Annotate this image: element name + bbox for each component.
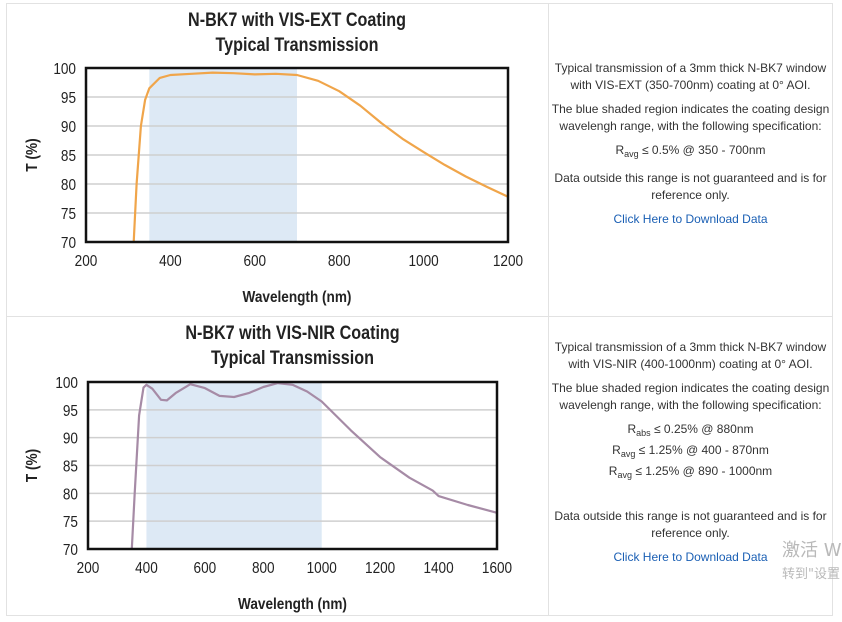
- description-text: Typical transmission of a 3mm thick N-BK…: [554, 340, 827, 371]
- y-tick-label: 70: [61, 235, 76, 252]
- x-tick-label: 1200: [365, 560, 395, 577]
- description-text: The blue shaded region indicates the coa…: [551, 102, 830, 133]
- x-tick-label: 600: [194, 560, 217, 577]
- y-tick-label: 95: [63, 403, 78, 420]
- spec-line: Rabs ≤ 0.25% @ 880nm: [627, 422, 754, 438]
- y-tick-label: 85: [61, 148, 76, 165]
- y-tick-label: 80: [63, 486, 78, 503]
- y-tick-label: 95: [61, 90, 76, 107]
- y-tick-label: 75: [63, 514, 78, 531]
- x-tick-label: 1000: [408, 253, 438, 270]
- x-tick-label: 1400: [423, 560, 453, 577]
- y-tick-label: 85: [63, 459, 78, 476]
- y-tick-label: 100: [55, 375, 78, 392]
- spec-line: Ravg ≤ 0.5% @ 350 - 700nm: [615, 143, 766, 159]
- download-data-link[interactable]: Click Here to Download Data: [613, 212, 768, 226]
- download-data-link[interactable]: Click Here to Download Data: [613, 550, 768, 564]
- transmission-curve: [130, 381, 498, 550]
- chart-cell-vis-nir: N-BK7 with VIS-NIR Coating Typical Transm…: [6, 316, 549, 616]
- x-tick-label: 1600: [482, 560, 512, 577]
- x-tick-label: 600: [243, 253, 266, 270]
- transmission-curve: [132, 71, 509, 243]
- y-tick-label: 70: [63, 542, 78, 559]
- chart-vis-ext: N-BK7 with VIS-EXT Coating Typical Transm…: [24, 9, 523, 307]
- x-tick-label: 800: [252, 560, 275, 577]
- description-text: The blue shaded region indicates the coa…: [551, 381, 830, 412]
- description-cell-vis-ext: Typical transmission of a 3mm thick N-BK…: [548, 3, 833, 317]
- y-tick-label: 75: [61, 206, 76, 223]
- x-axis-label: Wavelength (nm): [243, 289, 352, 306]
- x-tick-label: 400: [135, 560, 158, 577]
- chart-title: Typical Transmission: [216, 34, 379, 56]
- y-tick-label: 90: [63, 431, 78, 448]
- x-tick-label: 1000: [307, 560, 337, 577]
- watermark-line2: 转到"设置: [782, 567, 840, 582]
- x-tick-label: 800: [328, 253, 351, 270]
- chart-cell-vis-ext: N-BK7 with VIS-EXT Coating Typical Transm…: [6, 3, 549, 317]
- chart-title: N-BK7 with VIS-EXT Coating: [188, 9, 406, 31]
- plot-frame: [86, 380, 499, 551]
- watermark-line1: 激活 W: [782, 540, 842, 561]
- x-axis-label: Wavelength (nm): [238, 596, 347, 613]
- chart-title: Typical Transmission: [211, 347, 374, 369]
- x-tick-label: 200: [75, 253, 98, 270]
- y-axis-label: T (%): [24, 449, 41, 482]
- x-tick-label: 400: [159, 253, 182, 270]
- y-axis-label: T (%): [24, 138, 41, 171]
- plot-frame: [84, 66, 510, 244]
- x-tick-label: 1200: [493, 253, 523, 270]
- chart-title: N-BK7 with VIS-NIR Coating: [185, 322, 399, 344]
- description-text: Typical transmission of a 3mm thick N-BK…: [554, 61, 827, 92]
- spec-line: Ravg ≤ 1.25% @ 400 - 870nm: [612, 443, 769, 459]
- y-tick-label: 80: [61, 177, 76, 194]
- spec-line: Ravg ≤ 1.25% @ 890 - 1000nm: [608, 464, 773, 480]
- chart-vis-nir: N-BK7 with VIS-NIR Coating Typical Transm…: [24, 322, 512, 614]
- y-tick-label: 90: [61, 119, 76, 136]
- description-text: Data outside this range is not guarantee…: [554, 171, 827, 202]
- description-text: Data outside this range is not guarantee…: [554, 509, 827, 540]
- y-tick-label: 100: [53, 61, 76, 78]
- x-tick-label: 200: [77, 560, 100, 577]
- description-cell-vis-nir: Typical transmission of a 3mm thick N-BK…: [548, 316, 833, 616]
